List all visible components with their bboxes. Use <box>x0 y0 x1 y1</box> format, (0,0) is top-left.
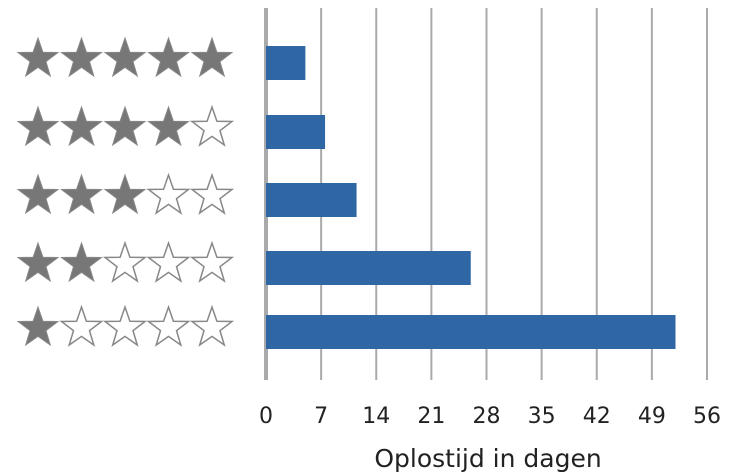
star-empty <box>189 304 235 347</box>
star-filled <box>190 36 234 78</box>
x-tick-label: 28 <box>473 404 501 429</box>
star-filled <box>16 36 60 78</box>
bar <box>266 46 306 80</box>
star-filled <box>147 36 190 78</box>
star-rating <box>16 104 235 147</box>
star-filled <box>103 173 147 215</box>
star-filled <box>60 241 103 283</box>
star-filled <box>16 305 60 347</box>
star-filled <box>16 173 60 215</box>
star-filled <box>16 241 60 283</box>
star-filled <box>103 36 147 78</box>
star-empty <box>189 172 235 215</box>
x-tick-label: 0 <box>259 404 273 429</box>
x-tick-label: 56 <box>693 404 721 429</box>
star-empty <box>146 172 191 215</box>
star-filled <box>60 105 103 147</box>
x-tick-label: 7 <box>314 404 328 429</box>
star-empty <box>189 104 235 147</box>
bar <box>266 183 357 217</box>
star-filled <box>16 105 60 147</box>
star-empty <box>102 240 148 283</box>
bar <box>266 251 471 285</box>
bar <box>266 315 676 349</box>
star-empty <box>59 304 104 347</box>
star-filled <box>147 105 190 147</box>
star-empty <box>146 240 191 283</box>
x-tick-label: 42 <box>583 404 611 429</box>
star-filled <box>60 36 103 78</box>
star-rating <box>16 172 235 215</box>
x-axis-label: Oplostijd in dagen <box>374 444 601 473</box>
x-tick-label: 14 <box>362 404 390 429</box>
star-empty <box>189 240 235 283</box>
x-tick-label: 49 <box>638 404 666 429</box>
x-tick-label: 35 <box>528 404 556 429</box>
star-empty <box>102 304 148 347</box>
x-tick-label: 21 <box>417 404 445 429</box>
star-rating <box>16 240 235 283</box>
star-filled <box>60 173 103 215</box>
star-empty <box>146 304 191 347</box>
bar <box>266 115 326 149</box>
star-rating <box>16 36 234 78</box>
star-filled <box>103 105 147 147</box>
star-rating <box>16 304 235 347</box>
